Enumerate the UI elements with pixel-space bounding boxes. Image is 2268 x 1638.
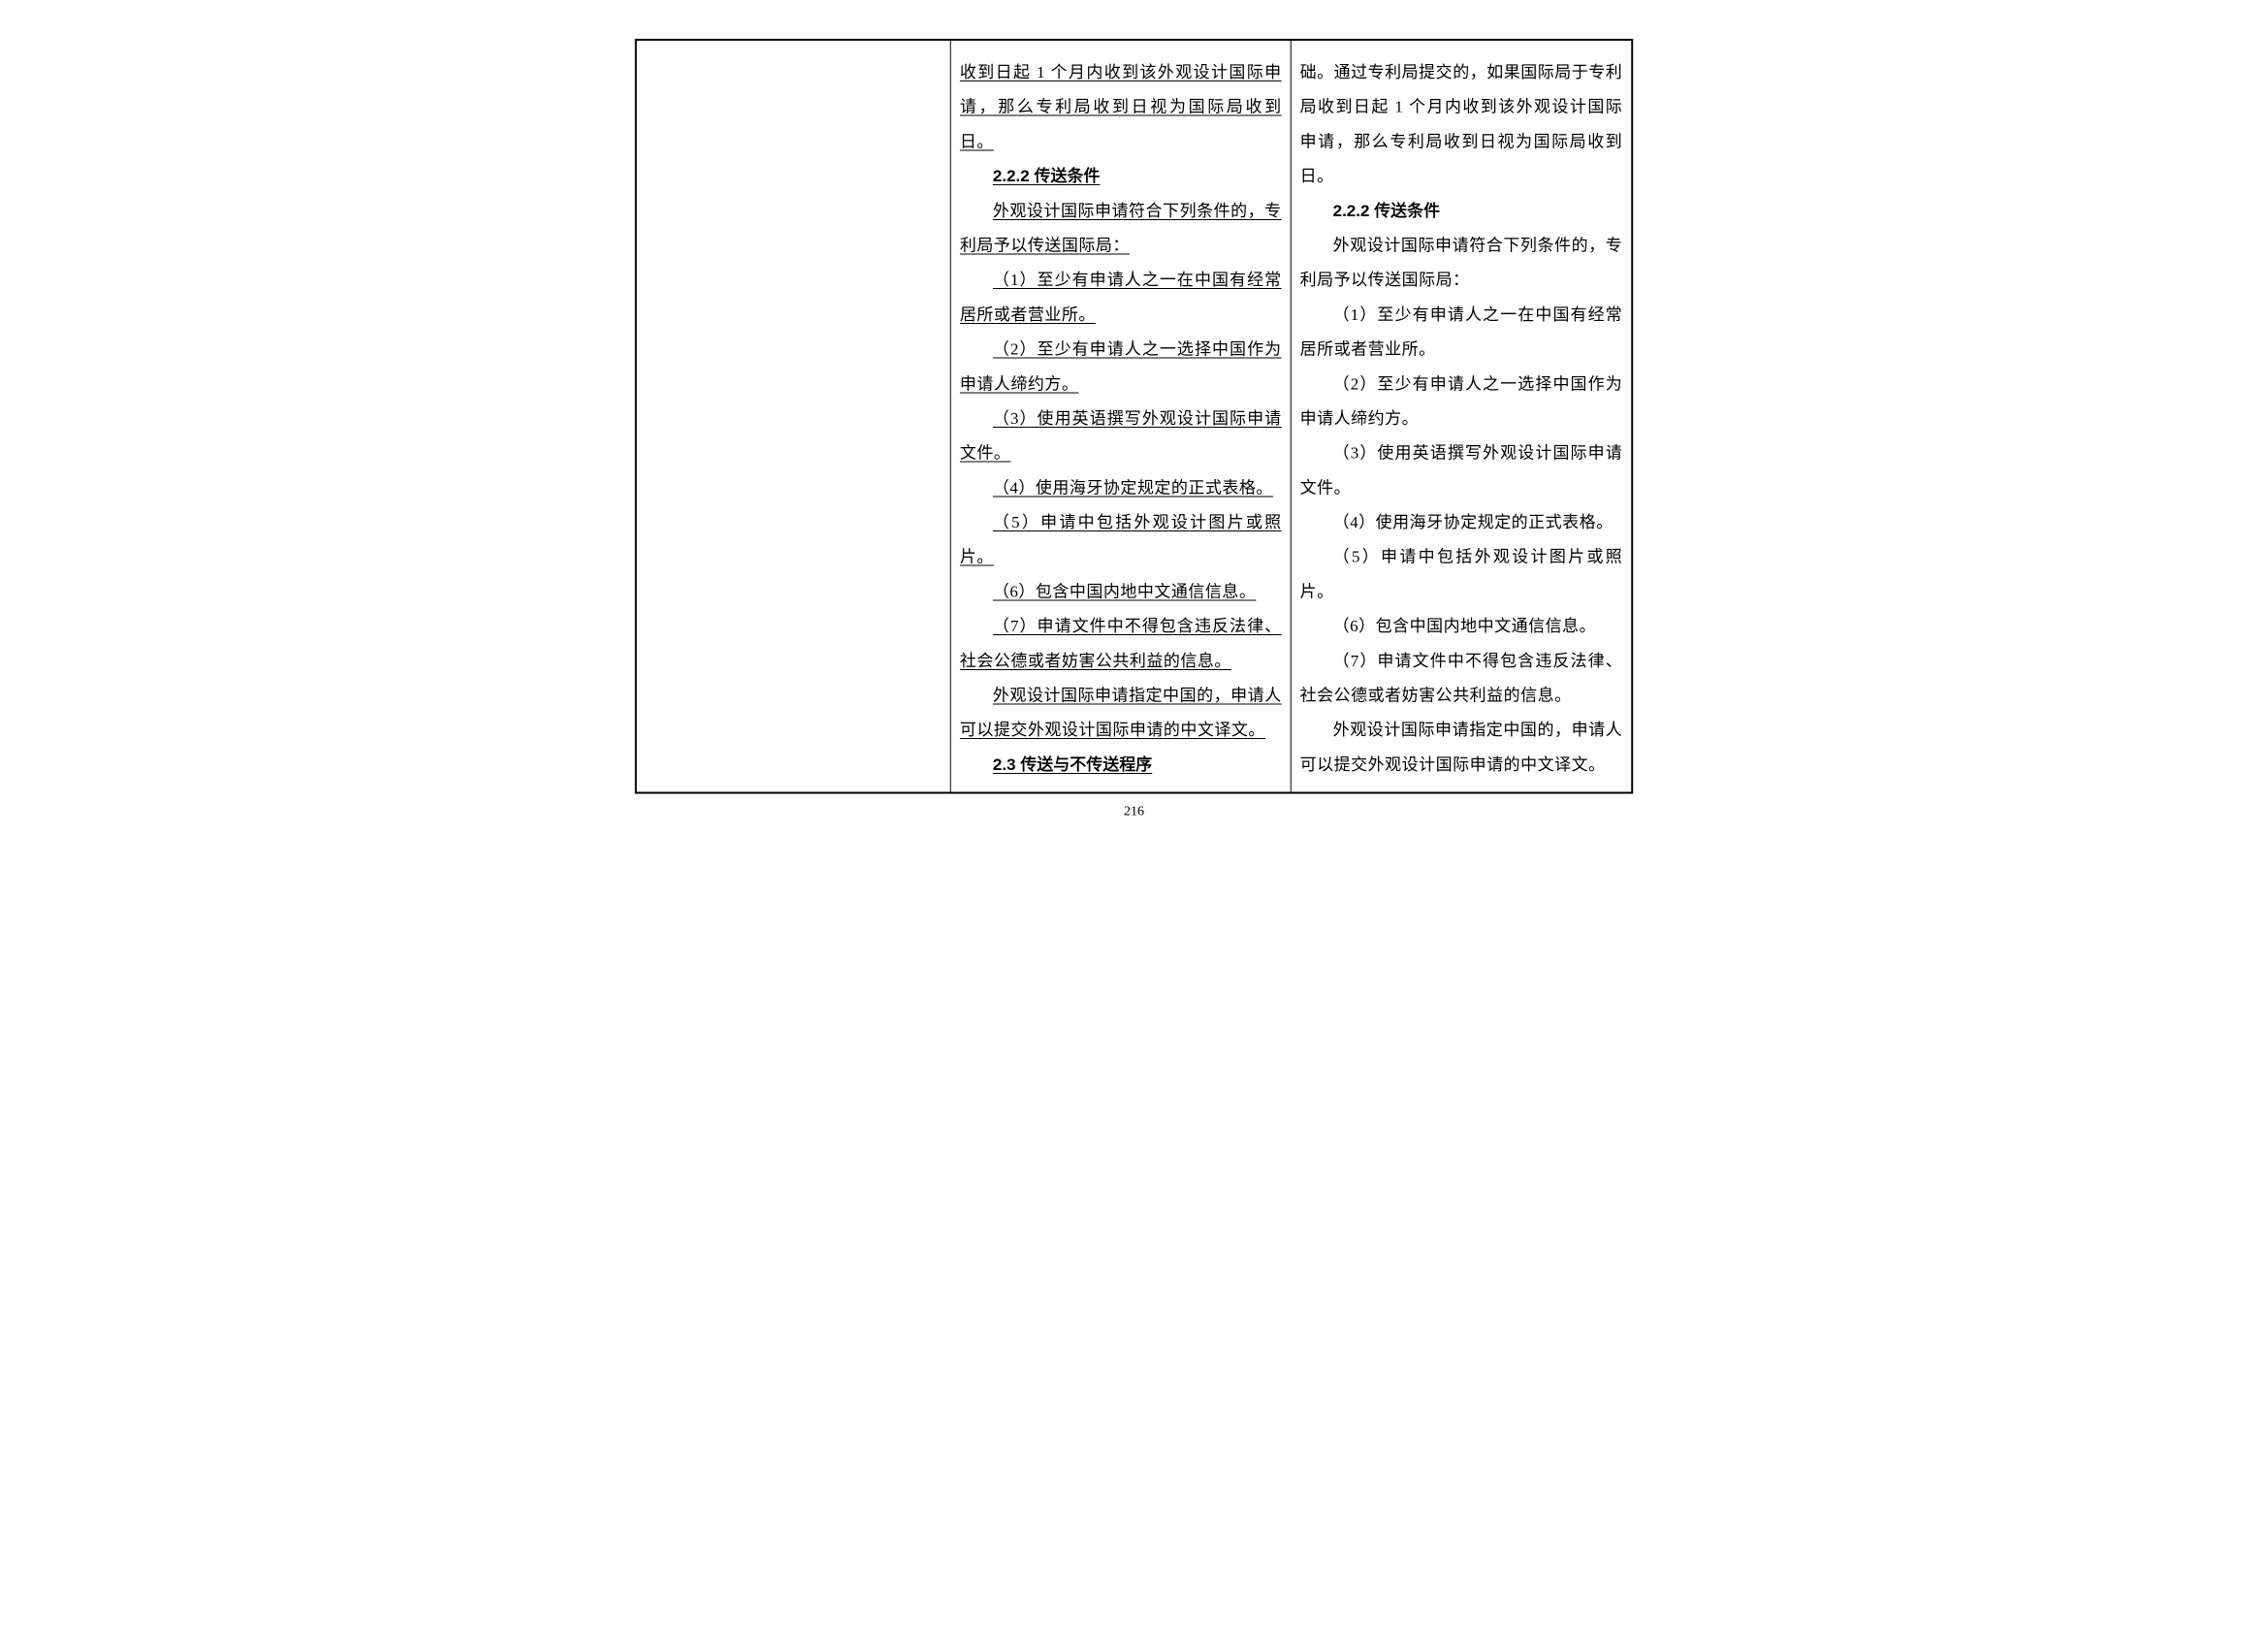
- col2-heading-222: 2.2.2 传送条件: [960, 159, 1282, 194]
- col3-item-6: （6）包含中国内地中文通信信息。: [1300, 609, 1623, 644]
- col3-item-3: （3）使用英语撰写外观设计国际申请文件。: [1300, 436, 1623, 505]
- col3-paragraph-2: 外观设计国际申请符合下列条件的，专利局予以传送国际局：: [1300, 228, 1623, 297]
- col2-item-5: （5）申请中包括外观设计图片或照片。: [960, 505, 1282, 574]
- col2-paragraph-2: 外观设计国际申请符合下列条件的，专利局予以传送国际局：: [960, 194, 1282, 263]
- col3-paragraph-10: 外观设计国际申请指定中国的，申请人可以提交外观设计国际申请的中文译文。: [1300, 713, 1623, 782]
- col3-item-5: （5）申请中包括外观设计图片或照片。: [1300, 540, 1623, 609]
- col3-item-2: （2）至少有申请人之一选择中国作为申请人缔约方。: [1300, 367, 1623, 435]
- column-3-original: 础。通过专利局提交的，如果国际局于专利局收到日起 1 个月内收到该外观设计国际申…: [1292, 41, 1632, 792]
- col2-item-1: （1）至少有申请人之一在中国有经常居所或者营业所。: [960, 263, 1282, 332]
- col2-item-2: （2）至少有申请人之一选择中国作为申请人缔约方。: [960, 333, 1282, 401]
- page-container: 收到日起 1 个月内收到该外观设计国际申请，那么专利局收到日视为国际局收到日。 …: [567, 39, 1702, 819]
- col2-item-3: （3）使用英语撰写外观设计国际申请文件。: [960, 401, 1282, 470]
- column-2-amended: 收到日起 1 个月内收到该外观设计国际申请，那么专利局收到日视为国际局收到日。 …: [951, 41, 1292, 792]
- col2-paragraph-1: 收到日起 1 个月内收到该外观设计国际申请，那么专利局收到日视为国际局收到日。: [960, 55, 1282, 159]
- col3-item-4: （4）使用海牙协定规定的正式表格。: [1300, 505, 1623, 540]
- col2-item-7: （7）申请文件中不得包含违反法律、社会公德或者妨害公共利益的信息。: [960, 609, 1282, 678]
- col2-item-4: （4）使用海牙协定规定的正式表格。: [960, 470, 1282, 505]
- col2-item-6: （6）包含中国内地中文通信信息。: [960, 574, 1282, 609]
- page-number: 216: [567, 804, 1702, 819]
- col3-item-1: （1）至少有申请人之一在中国有经常居所或者营业所。: [1300, 298, 1623, 367]
- col3-heading-222: 2.2.2 传送条件: [1300, 194, 1623, 229]
- col3-item-7: （7）申请文件中不得包含违反法律、社会公德或者妨害公共利益的信息。: [1300, 644, 1623, 713]
- comparison-table: 收到日起 1 个月内收到该外观设计国际申请，那么专利局收到日视为国际局收到日。 …: [635, 39, 1634, 794]
- col3-paragraph-1: 础。通过专利局提交的，如果国际局于专利局收到日起 1 个月内收到该外观设计国际申…: [1300, 55, 1623, 194]
- col2-heading-23: 2.3 传送与不传送程序: [960, 748, 1282, 783]
- column-1-empty: [637, 41, 951, 792]
- col2-paragraph-10: 外观设计国际申请指定中国的，申请人可以提交外观设计国际申请的中文译文。: [960, 679, 1282, 748]
